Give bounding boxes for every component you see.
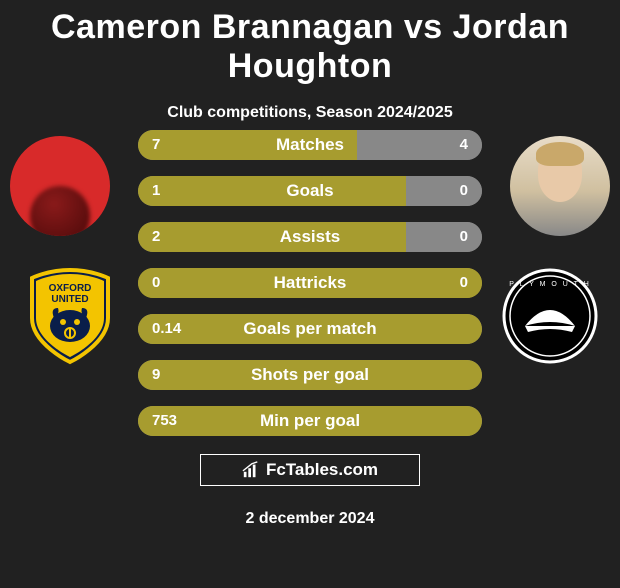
svg-text:P L Y M O U T H: P L Y M O U T H [509, 281, 591, 288]
stat-row: Assists2 0 [138, 222, 482, 252]
stat-value-left: 0 [152, 268, 160, 298]
player-left-avatar [10, 136, 110, 236]
stat-value-left: 7 [152, 130, 160, 160]
stat-row: Goals per match0.14 [138, 314, 482, 344]
stat-row: Shots per goal9 [138, 360, 482, 390]
stat-label: Shots per goal [138, 360, 482, 390]
club-right-badge: P L Y M O U T H [500, 266, 600, 366]
stat-label: Goals [138, 176, 482, 206]
stat-row: Min per goal753 [138, 406, 482, 436]
brand-label: FcTables.com [266, 460, 378, 480]
stat-value-left: 9 [152, 360, 160, 390]
stat-value-right: 4 [460, 130, 468, 160]
stat-value-right: 0 [460, 176, 468, 206]
stat-value-right: 0 [460, 222, 468, 252]
svg-text:UNITED: UNITED [51, 294, 88, 305]
stat-row: Matches7 4 [138, 130, 482, 160]
page-title: Cameron Brannagan vs Jordan Houghton [0, 8, 620, 86]
stats-container: Matches74Goals10Assists20Hattricks00Goal… [138, 130, 482, 452]
stat-value-right: 0 [460, 268, 468, 298]
stat-label: Goals per match [138, 314, 482, 344]
stat-label: Hattricks [138, 268, 482, 298]
stat-value-left: 1 [152, 176, 160, 206]
stat-label: Assists [138, 222, 482, 252]
stat-row: Goals1 0 [138, 176, 482, 206]
chart-icon [242, 461, 260, 479]
stat-value-left: 0.14 [152, 314, 181, 344]
subtitle: Club competitions, Season 2024/2025 [0, 104, 620, 122]
date-label: 2 december 2024 [0, 510, 620, 528]
svg-text:OXFORD: OXFORD [49, 283, 92, 294]
player-right-avatar [510, 136, 610, 236]
stat-row: Hattricks0 0 [138, 268, 482, 298]
stat-value-left: 2 [152, 222, 160, 252]
stat-label: Matches [138, 130, 482, 160]
stat-label: Min per goal [138, 406, 482, 436]
stat-value-left: 753 [152, 406, 177, 436]
brand-badge: FcTables.com [200, 454, 420, 486]
club-left-badge: OXFORD UNITED [20, 266, 120, 366]
